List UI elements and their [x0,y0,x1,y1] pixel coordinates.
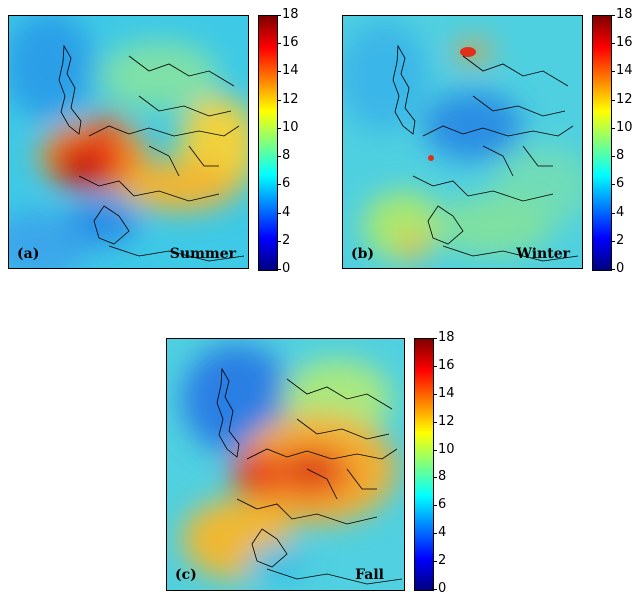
colorbar-tick-label: 12 [438,413,455,429]
season-label: Fall [355,567,384,583]
colorbar-tickmark [611,184,615,186]
colorbar-tick-label: 16 [616,35,632,51]
colorbar-tickmark [277,43,281,45]
colorbar-tickmark [611,240,615,242]
season-label: Winter [516,246,570,262]
colorbar-tick-label: 10 [616,119,632,135]
colorbar-tick-label: 2 [282,232,291,248]
colorbar-tickmark [611,15,615,16]
colorbar-tickmark [611,43,615,45]
colorbar-tick-label: 0 [282,261,291,276]
colorbar-tickmark [433,338,437,339]
colorbar-tickmark [277,184,281,186]
colorbar-tickmark [611,71,615,73]
panel-tag: (c) [175,567,197,583]
map-summer-field [9,16,248,268]
colorbar-tickmark [277,15,281,16]
colorbar-tickmark [277,71,281,73]
colorbar-tick-label: 14 [438,385,455,401]
map-fall-field [167,339,404,590]
colorbar-tick-label: 6 [282,176,291,192]
colorbar-tickmark [433,477,437,479]
colorbar-tick-label: 14 [282,63,299,79]
colorbar-tick-label: 12 [282,91,299,107]
colorbar-tick-label: 18 [616,7,632,22]
map-winter-field [343,16,582,268]
colorbar-tickmark [433,393,437,395]
colorbar-tickmark [433,589,437,590]
colorbar-tick-label: 18 [282,7,299,22]
colorbar-tick-label: 10 [438,441,455,457]
map-fall: (c) Fall [166,338,405,591]
colorbar-tick-label: 16 [438,357,455,373]
colorbar-tick-label: 6 [438,497,447,513]
colorbar-tick-label: 16 [282,35,299,51]
colorbar-tickmark [277,156,281,158]
colorbar-tick-label: 6 [616,176,625,192]
colorbar-tick-label: 4 [282,204,291,220]
colorbar-tick-label: 4 [616,204,625,220]
panel-tag: (b) [351,246,375,262]
colorbar-tick-label: 4 [438,525,447,541]
colorbar-tick-label: 18 [438,330,455,345]
map-winter: (b) Winter [342,15,583,269]
colorbar-tickmark [277,269,281,270]
colorbar-tick-label: 14 [616,63,632,79]
panel-tag: (a) [17,246,40,262]
colorbar-tickmark [611,99,615,101]
colorbar-tick-label: 8 [438,469,447,485]
colorbar-tickmark [433,505,437,507]
colorbar-tickmark [433,421,437,423]
map-summer: (a) Summer [8,15,249,269]
colorbar-tick-label: 8 [282,148,291,164]
colorbar-tickmark [611,269,615,270]
colorbar-tickmark [433,365,437,367]
colorbar-tickmark [277,99,281,101]
colorbar-tick-label: 2 [438,553,447,569]
season-label: Summer [169,246,236,262]
colorbar-winter [592,15,612,271]
colorbar-tick-label: 2 [616,232,625,248]
colorbar-tickmark [277,212,281,214]
colorbar-tickmark [611,127,615,129]
colorbar-tickmark [611,156,615,158]
colorbar-tickmark [433,561,437,563]
colorbar-summer [258,15,278,271]
colorbar-tick-label: 0 [616,261,625,276]
colorbar-tickmark [433,533,437,535]
colorbar-fall [414,338,434,591]
colorbar-tick-label: 10 [282,119,299,135]
colorbar-tickmark [611,212,615,214]
colorbar-tick-label: 8 [616,148,625,164]
colorbar-tickmark [433,449,437,451]
colorbar-tickmark [277,127,281,129]
colorbar-tick-label: 12 [616,91,632,107]
colorbar-tickmark [277,240,281,242]
